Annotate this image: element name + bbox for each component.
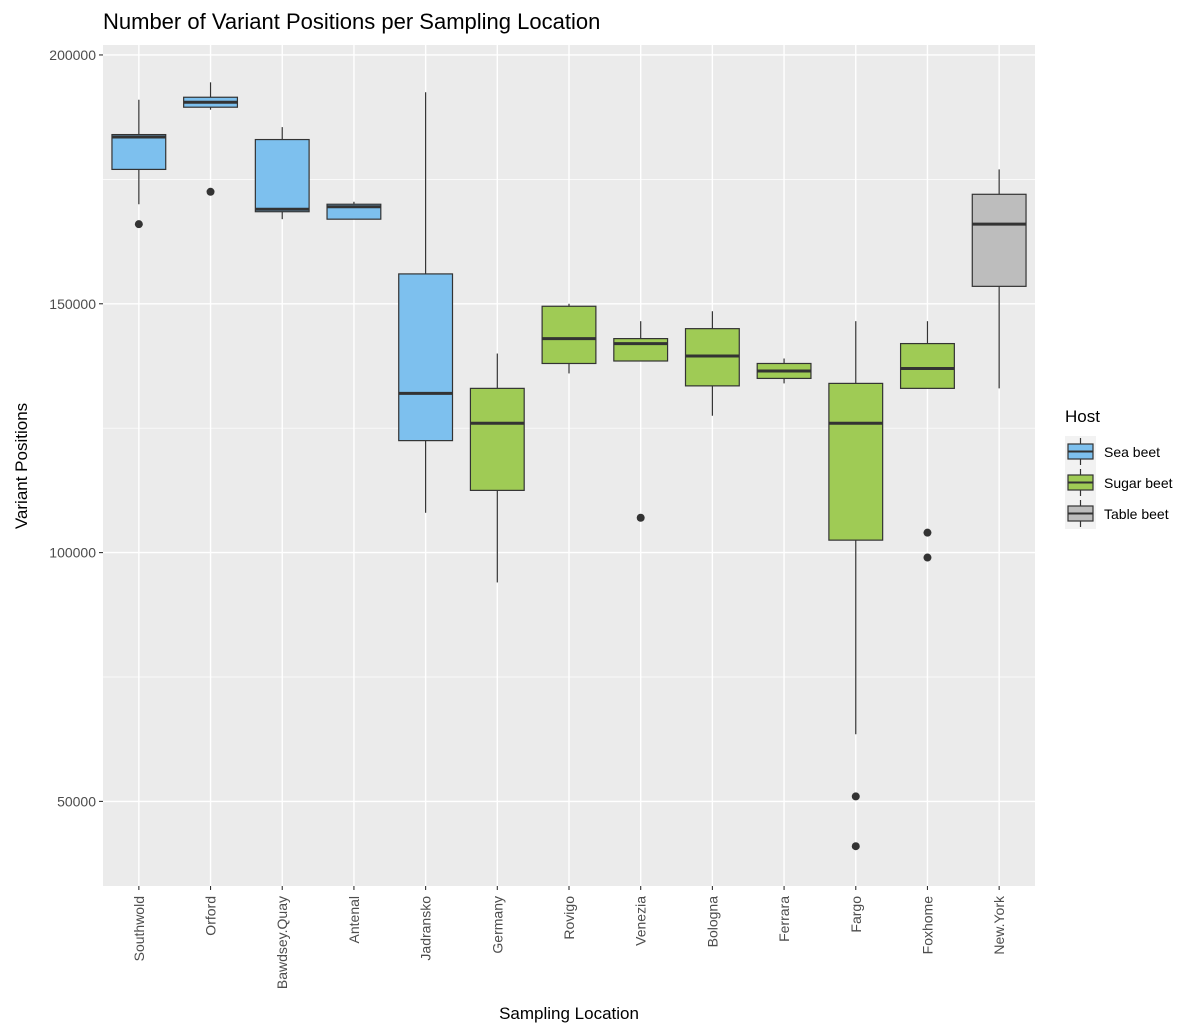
x-tick-label: Germany [489,896,505,954]
y-axis-title: Variant Positions [12,403,31,529]
box-rovigo [541,303,597,374]
box-jadransko [398,92,454,513]
x-tick-label: Foxhome [919,896,935,955]
box-new-york [971,169,1027,389]
x-tick-label: Jadransko [418,896,434,961]
box-body [541,305,597,365]
legend: Host Sea beet Sugar beet Table beet [1065,407,1173,529]
box-bawdsey-quay [254,127,310,220]
box-body [971,193,1027,287]
outlier-point [134,220,143,229]
x-axis-title: Sampling Location [499,1004,639,1023]
outlier-point [851,792,860,801]
box-ferrara [756,358,812,384]
box-body [899,342,955,389]
legend-entry: Sugar beet [1065,467,1173,498]
y-tick-label: 150000 [49,296,96,312]
x-tick-label: Southwold [131,896,147,961]
box-southwold [111,99,167,229]
box-venezia [613,321,669,522]
box-fargo [828,321,884,851]
outlier-point [923,553,932,562]
box-body [254,138,310,213]
boxes [111,82,1027,851]
box-foxhome [899,321,955,562]
legend-label: Sea beet [1104,444,1160,460]
box-body [828,382,884,541]
x-tick-label: Fargo [848,896,864,933]
legend-entry: Table beet [1065,498,1169,529]
x-tick-label: Rovigo [561,896,577,940]
box-germany [469,353,525,583]
box-bologna [684,311,740,416]
x-tick-label: Venezia [633,896,649,946]
y-tick-label: 50000 [57,793,96,809]
y-tick-label: 200000 [49,47,96,63]
outlier-point [206,187,215,196]
x-tick-label: Bologna [704,896,720,948]
box-body [111,133,167,171]
outlier-point [636,513,645,522]
outlier-point [923,528,932,537]
chart-title: Number of Variant Positions per Sampling… [103,9,600,34]
x-tick-label: Antenal [346,896,362,943]
box-body [613,338,669,362]
x-tick-label: Orford [203,896,219,936]
outlier-point [851,842,860,851]
box-body [398,273,454,442]
x-tick-label: New.York [991,895,1007,955]
box-orford [183,82,239,196]
y-axis: 50000 100000 150000 200000 [49,47,103,809]
legend-label: Sugar beet [1104,475,1173,491]
x-axis: Southwold Orford Bawdsey.Quay Antenal Jadran… [131,886,1007,989]
x-tick-label: Ferrara [776,896,792,942]
legend-label: Table beet [1104,506,1169,522]
box-body [469,387,525,491]
legend-title: Host [1065,407,1100,426]
legend-entry: Sea beet [1065,436,1160,467]
box-antenal [326,201,382,220]
x-tick-label: Bawdsey.Quay [274,896,290,989]
y-tick-label: 100000 [49,545,96,561]
